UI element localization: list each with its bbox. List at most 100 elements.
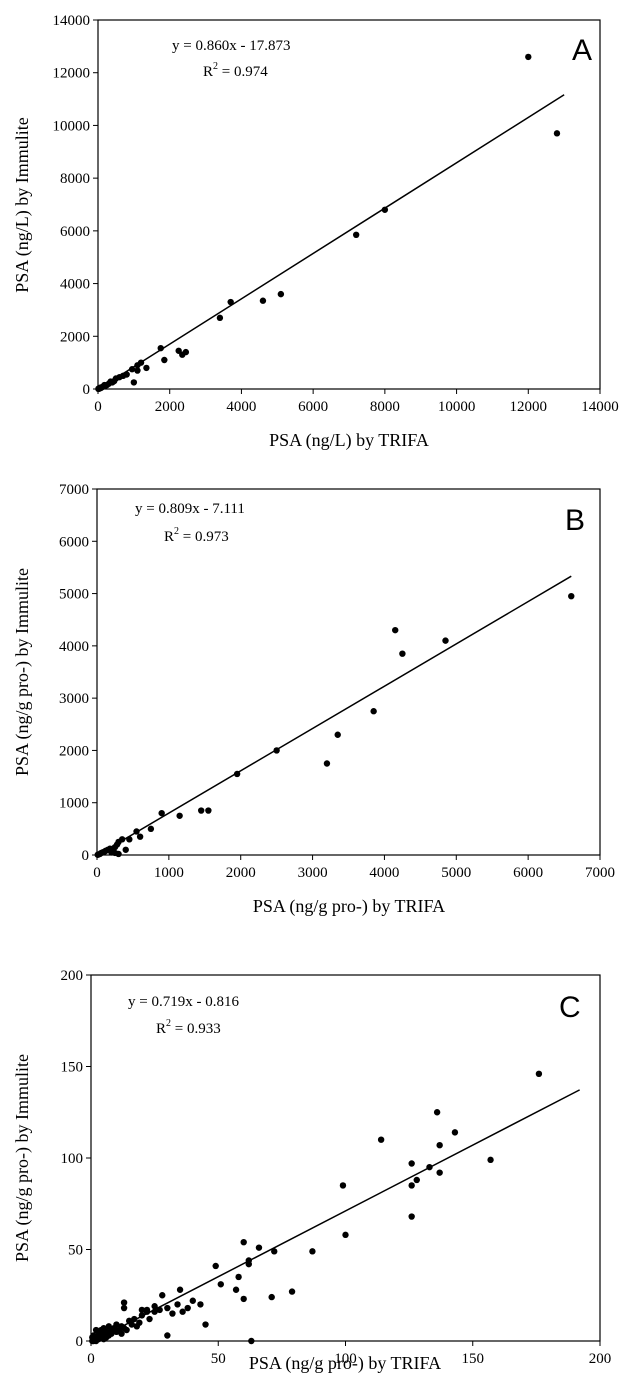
marks-a <box>95 53 565 393</box>
y-tick-label: 0 <box>82 848 90 864</box>
data-point <box>120 1299 128 1306</box>
data-point <box>323 760 331 767</box>
x-tick-label: 2000 <box>226 865 256 881</box>
data-point <box>158 809 165 817</box>
data-point <box>164 1332 171 1339</box>
data-point <box>568 592 575 600</box>
x-axis-label-b: PSA (ng/g pro-) by TRIFA <box>253 896 445 917</box>
data-point <box>436 1169 443 1176</box>
data-point <box>184 1304 191 1312</box>
data-point <box>288 1288 296 1295</box>
data-point <box>92 1326 100 1334</box>
x-tick-label: 8000 <box>370 399 400 415</box>
data-point <box>202 1321 209 1328</box>
panel-c: 0 50 100 150 200 0 50 100 150 200 y = 0.719x - 0.… <box>12 968 611 1374</box>
y-tick-label: 6000 <box>60 224 90 240</box>
data-point <box>189 1297 196 1304</box>
data-point <box>179 1308 186 1315</box>
data-point <box>126 836 133 843</box>
x-axis-label-a: PSA (ng/L) by TRIFA <box>269 430 429 451</box>
data-point <box>392 626 399 634</box>
y-tick-label: 6000 <box>59 534 89 550</box>
data-point <box>137 359 145 366</box>
marks-c <box>89 1070 580 1345</box>
data-point <box>205 807 212 814</box>
data-point <box>352 231 360 239</box>
equation-b: y = 0.809x - 7.111 <box>135 501 245 517</box>
data-point <box>125 1317 133 1325</box>
data-point <box>399 650 406 657</box>
panel-letter-a: A <box>572 34 592 67</box>
x-tick-label: 7000 <box>585 865 615 881</box>
data-point <box>259 297 267 304</box>
data-point <box>111 849 119 857</box>
data-point <box>197 1301 204 1308</box>
data-point <box>161 356 168 364</box>
data-point <box>232 1286 240 1293</box>
data-point <box>408 1213 415 1220</box>
data-point <box>277 290 285 298</box>
y-tick-label: 200 <box>61 968 84 984</box>
data-point <box>107 378 114 385</box>
data-point <box>179 351 186 358</box>
y-tick-label: 2000 <box>60 329 90 345</box>
y-tick-label: 10000 <box>53 118 91 134</box>
data-point <box>240 1238 247 1246</box>
y-tick-label: 150 <box>61 1060 84 1076</box>
x-tick-label: 150 <box>462 1351 485 1367</box>
data-point <box>157 344 164 352</box>
plot-frame-b <box>96 488 601 856</box>
y-tick-label: 7000 <box>59 482 89 498</box>
x-tick-label: 5000 <box>441 865 471 881</box>
x-tick-label: 2000 <box>155 399 185 415</box>
plot-frame-a <box>97 19 601 390</box>
data-point <box>120 1304 128 1312</box>
data-point <box>130 379 138 386</box>
data-point <box>248 1337 255 1345</box>
data-point <box>147 825 155 833</box>
equation-a: y = 0.860x - 17.873 <box>172 38 290 54</box>
data-point <box>136 833 144 840</box>
data-point <box>273 747 280 754</box>
y-axis-label-c: PSA (ng/g pro-) by Immulite <box>12 1054 33 1262</box>
data-point <box>426 1163 433 1171</box>
data-point <box>143 1308 151 1315</box>
data-point <box>413 1176 420 1184</box>
data-point <box>151 1303 158 1310</box>
data-point <box>535 1070 543 1078</box>
x-tick-label: 6000 <box>513 865 543 881</box>
data-point <box>442 637 449 644</box>
data-point <box>122 846 129 853</box>
x-tick-label: 0 <box>94 399 102 415</box>
r2-label-a: R2 = 0.974 <box>203 61 268 80</box>
regression-line <box>97 575 572 856</box>
x-tick-label: 4000 <box>369 865 399 881</box>
data-point <box>451 1129 459 1136</box>
data-point <box>146 1315 153 1323</box>
x-tick-label: 0 <box>87 1351 95 1367</box>
data-point <box>245 1257 252 1264</box>
x-tick-label: 14000 <box>581 399 619 415</box>
x-tick-label: 0 <box>93 865 101 881</box>
x-axis-label-c: PSA (ng/g pro-) by TRIFA <box>249 1353 441 1374</box>
x-tick-label: 4000 <box>226 399 256 415</box>
y-tick-label: 12000 <box>53 66 91 82</box>
data-point <box>553 130 561 137</box>
data-point <box>133 828 140 835</box>
x-tick-label: 12000 <box>510 399 548 415</box>
data-point <box>271 1248 278 1255</box>
data-point <box>138 1312 146 1319</box>
data-point <box>156 1306 163 1314</box>
x-tick-label: 200 <box>589 1351 612 1367</box>
data-point <box>268 1293 275 1301</box>
panel-letter-c: C <box>559 991 581 1024</box>
data-point <box>105 1323 113 1330</box>
panel-letter-b: B <box>565 504 585 537</box>
data-point <box>309 1248 316 1255</box>
data-point <box>487 1156 494 1164</box>
y-axis-label-b: PSA (ng/g pro-) by Immulite <box>12 568 33 776</box>
data-point <box>235 1273 242 1281</box>
data-point <box>143 364 150 372</box>
ticks-a: 0 2000 4000 6000 8000 10000 12000 14000 0 2000 400… <box>53 13 619 415</box>
data-point <box>408 1160 415 1167</box>
